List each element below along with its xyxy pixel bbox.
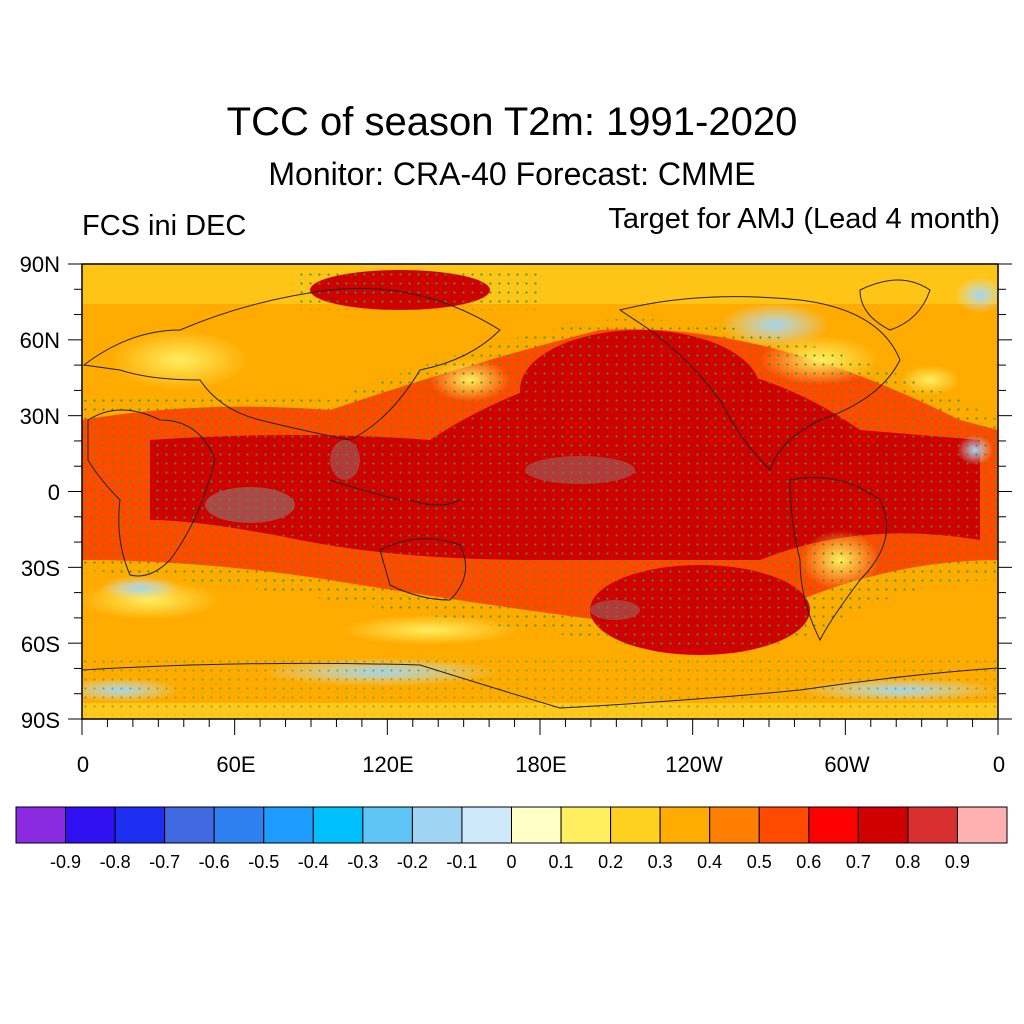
colorbar-label: -0.1 (446, 852, 478, 872)
lat-label-90n: 90N (19, 252, 60, 277)
colorbar-label: 0.6 (796, 852, 822, 872)
colorbar-label: -0.4 (297, 852, 329, 872)
colorbar-label: 0.3 (647, 852, 673, 872)
colorbar-label: 0 (506, 852, 517, 872)
colorbar-label: -0.5 (248, 852, 280, 872)
lon-label-120e: 120E (362, 752, 414, 777)
lon-label-0: 0 (76, 752, 90, 777)
colorbar-label: -0.7 (149, 852, 181, 872)
lon-label-60w: 60W (824, 752, 870, 777)
lon-label-120w: 120W (665, 752, 723, 777)
lon-label-0-end: 0 (992, 752, 1006, 777)
coastlines (82, 279, 998, 709)
lat-label-60s: 60S (20, 632, 60, 657)
lat-label-60n: 60N (19, 328, 60, 353)
init-label: FCS ini DEC (82, 210, 247, 242)
chart-subtitle: Monitor: CRA-40 Forecast: CMME (268, 156, 756, 192)
colorbar-label: 0.1 (548, 852, 574, 872)
colorbar-label: 0.5 (746, 852, 772, 872)
colorbar-label: -0.6 (198, 852, 230, 872)
colorbar-label: -0.9 (50, 852, 82, 872)
colorbar-label: 0.7 (845, 852, 871, 872)
lat-label-30s: 30S (20, 556, 60, 581)
lat-label-eq: 0 (47, 480, 60, 505)
lon-label-60e: 60E (216, 752, 256, 777)
chart-title: TCC of season T2m: 1991-2020 (226, 100, 798, 144)
colorbar-label: 0.2 (598, 852, 624, 872)
lat-label-30n: 30N (19, 404, 60, 429)
colorbar-label: 0.8 (895, 852, 921, 872)
significance-stippling (82, 319, 998, 650)
colorbar-label: 0.9 (944, 852, 970, 872)
map-field (82, 264, 998, 719)
lat-label-90s: 90S (20, 708, 60, 733)
colorbar-label: 0.4 (697, 852, 723, 872)
colorbar-label: -0.3 (347, 852, 379, 872)
target-label: Target for AMJ (Lead 4 month) (608, 203, 1000, 235)
colorbar-label: -0.8 (99, 852, 131, 872)
colorbar-label: -0.2 (396, 852, 428, 872)
lon-label-180: 180E (515, 752, 567, 777)
